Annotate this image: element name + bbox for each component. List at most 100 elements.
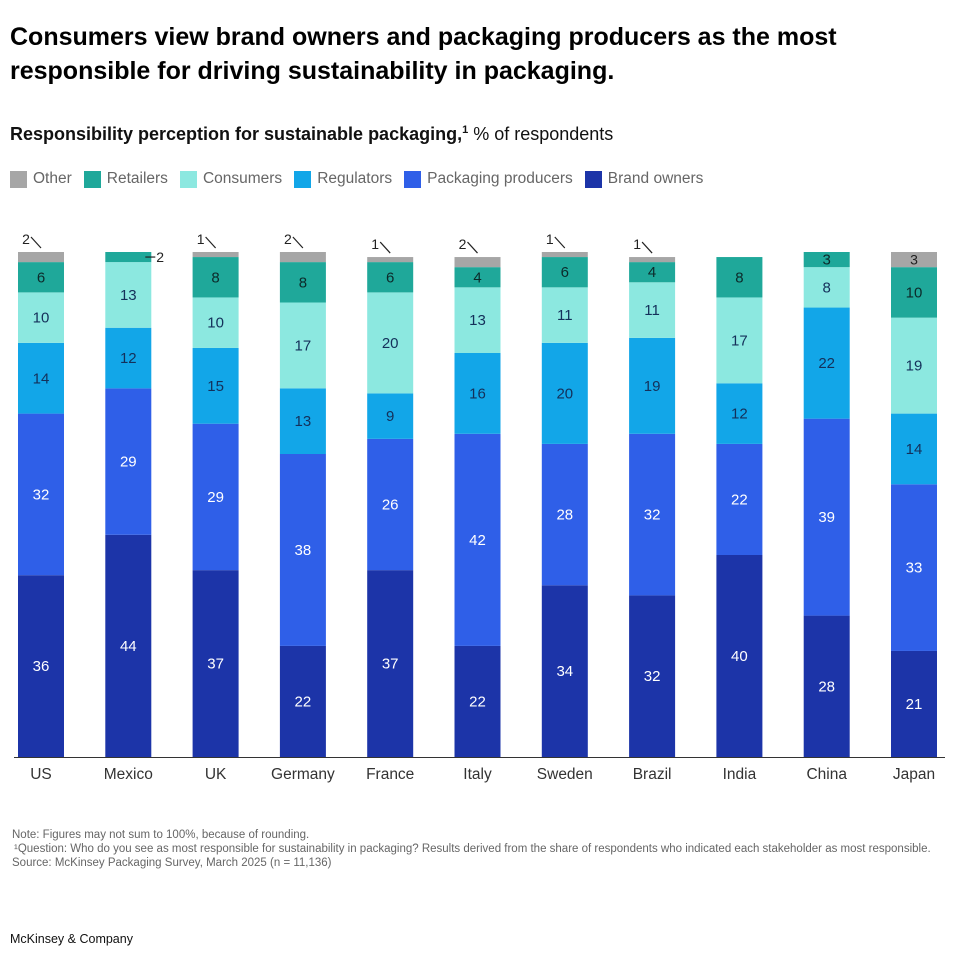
bar-segment-sweden-regulators bbox=[541, 342, 588, 444]
x-tick-label-us: US bbox=[30, 766, 52, 783]
data-label-italy-packaging-producers: 42 bbox=[469, 532, 486, 549]
bar-segment-uk-consumers bbox=[192, 297, 239, 348]
data-label-japan-brand-owners: 21 bbox=[906, 696, 923, 713]
footnote-source: Source: McKinsey Packaging Survey, March… bbox=[12, 857, 332, 869]
bar-segment-japan-brand-owners bbox=[891, 650, 937, 757]
bar-segment-sweden-other bbox=[541, 252, 588, 258]
subtitle-footnote-marker: 1 bbox=[462, 124, 469, 136]
bar-segment-brazil-brand-owners bbox=[629, 595, 676, 757]
legend-item-brand-owners: Brand owners bbox=[584, 170, 704, 188]
data-label-uk-consumers: 10 bbox=[207, 315, 224, 332]
callout-line-italy-other bbox=[467, 241, 478, 254]
data-label-us-other: 2 bbox=[22, 231, 30, 247]
bar-segment-china-consumers bbox=[803, 267, 850, 308]
bar-segment-brazil-other bbox=[629, 257, 676, 263]
data-label-italy-retailers: 4 bbox=[473, 269, 481, 286]
data-label-uk-other: 1 bbox=[197, 231, 205, 247]
bar-segment-france-packaging-producers bbox=[367, 438, 414, 571]
data-label-france-packaging-producers: 26 bbox=[382, 497, 399, 514]
bar-segment-us-retailers bbox=[18, 262, 64, 293]
chart-title: Consumers view brand owners and packagin… bbox=[10, 23, 837, 85]
legend-item-consumers: Consumers bbox=[179, 170, 283, 188]
data-label-italy-other: 2 bbox=[459, 236, 467, 252]
bar-segment-japan-packaging-producers bbox=[891, 484, 937, 651]
data-label-china-regulators: 22 bbox=[818, 355, 835, 372]
legend-item-retailers: Retailers bbox=[83, 170, 168, 188]
bar-segment-mexico-retailers bbox=[105, 252, 152, 263]
legend-label-packaging-producers: Packaging producers bbox=[427, 170, 573, 187]
bar-segment-italy-packaging-producers bbox=[454, 433, 501, 646]
data-label-us-packaging-producers: 32 bbox=[33, 486, 50, 503]
bar-segment-japan-regulators bbox=[891, 413, 937, 485]
data-label-germany-other: 2 bbox=[284, 231, 292, 247]
callout-line-germany-other bbox=[292, 236, 304, 249]
legend-label-regulators: Regulators bbox=[317, 170, 393, 187]
data-label-sweden-packaging-producers: 28 bbox=[556, 507, 573, 524]
data-label-india-consumers: 17 bbox=[731, 332, 748, 349]
data-label-brazil-other: 1 bbox=[633, 236, 641, 252]
data-label-us-regulators: 14 bbox=[33, 370, 50, 387]
bar-segment-germany-retailers bbox=[279, 262, 326, 303]
data-label-china-consumers: 8 bbox=[823, 279, 831, 296]
data-label-brazil-brand-owners: 32 bbox=[644, 668, 661, 685]
data-label-brazil-consumers: 11 bbox=[644, 302, 660, 319]
bar-segment-france-regulators bbox=[367, 393, 414, 439]
legend-swatch-consumers bbox=[179, 170, 197, 188]
data-label-india-regulators: 12 bbox=[731, 406, 748, 423]
data-label-france-consumers: 20 bbox=[382, 335, 399, 352]
data-label-france-brand-owners: 37 bbox=[382, 656, 399, 673]
bar-segment-japan-consumers bbox=[891, 317, 937, 414]
bar-segment-us-regulators bbox=[18, 342, 64, 414]
x-tick-label-india: India bbox=[723, 766, 757, 783]
legend-label-brand-owners: Brand owners bbox=[607, 170, 704, 187]
bar-segment-brazil-packaging-producers bbox=[629, 433, 676, 596]
data-label-france-regulators: 9 bbox=[386, 408, 394, 425]
x-tick-label-germany: Germany bbox=[271, 766, 335, 783]
callout-line-sweden-other bbox=[554, 236, 566, 249]
data-label-brazil-packaging-producers: 32 bbox=[644, 507, 661, 524]
data-label-brazil-regulators: 19 bbox=[644, 378, 661, 395]
bar-segment-india-regulators bbox=[716, 383, 763, 444]
data-label-germany-brand-owners: 22 bbox=[295, 693, 312, 710]
bar-segment-uk-packaging-producers bbox=[192, 423, 239, 571]
bar-segment-germany-other bbox=[279, 252, 326, 263]
data-label-germany-retailers: 8 bbox=[299, 274, 307, 291]
bar-segment-italy-retailers bbox=[454, 267, 501, 288]
x-tick-label-mexico: Mexico bbox=[104, 766, 153, 783]
legend-item-other: Other bbox=[10, 170, 72, 188]
data-label-mexico-packaging-producers: 29 bbox=[120, 454, 137, 471]
footnote-note: Note: Figures may not sum to 100%, becau… bbox=[12, 829, 310, 841]
x-tick-label-brazil: Brazil bbox=[633, 766, 672, 783]
data-label-uk-packaging-producers: 29 bbox=[207, 489, 224, 506]
bar-segment-japan-other bbox=[891, 252, 937, 268]
bar-segment-sweden-brand-owners bbox=[541, 585, 588, 757]
legend-label-other: Other bbox=[33, 170, 72, 187]
bar-segment-uk-other bbox=[192, 252, 239, 258]
bar-segment-italy-other bbox=[454, 257, 501, 268]
bar-segment-india-packaging-producers bbox=[716, 443, 763, 555]
chart-legend: Other Retailers Consumers Regulators Packagi… bbox=[10, 170, 715, 188]
data-label-japan-consumers: 19 bbox=[906, 358, 923, 375]
callout-line-uk-other bbox=[205, 236, 217, 249]
data-label-us-consumers: 10 bbox=[33, 310, 50, 327]
legend-swatch-regulators bbox=[294, 170, 312, 188]
legend-swatch-other bbox=[10, 170, 27, 188]
data-label-uk-regulators: 15 bbox=[207, 378, 224, 395]
legend-swatch-retailers bbox=[83, 170, 101, 188]
legend-label-consumers: Consumers bbox=[202, 170, 283, 187]
bar-segment-germany-regulators bbox=[279, 388, 326, 454]
bar-segment-germany-packaging-producers bbox=[279, 454, 326, 646]
data-label-italy-regulators: 16 bbox=[469, 385, 486, 402]
data-label-mexico-consumers: 13 bbox=[120, 287, 137, 304]
bar-segment-us-other bbox=[18, 252, 64, 263]
bar-segment-china-brand-owners bbox=[803, 615, 850, 757]
data-label-mexico-brand-owners: 44 bbox=[120, 638, 137, 655]
bar-segment-india-brand-owners bbox=[716, 555, 763, 757]
data-label-china-retailers: 3 bbox=[823, 252, 831, 269]
bar-segment-france-brand-owners bbox=[367, 570, 414, 757]
x-tick-label-japan: Japan bbox=[893, 766, 935, 783]
data-label-mexico-regulators: 12 bbox=[120, 350, 137, 367]
bar-segment-india-retailers bbox=[716, 257, 763, 298]
bar-segment-sweden-retailers bbox=[541, 257, 588, 288]
bar-segment-germany-brand-owners bbox=[279, 645, 326, 757]
